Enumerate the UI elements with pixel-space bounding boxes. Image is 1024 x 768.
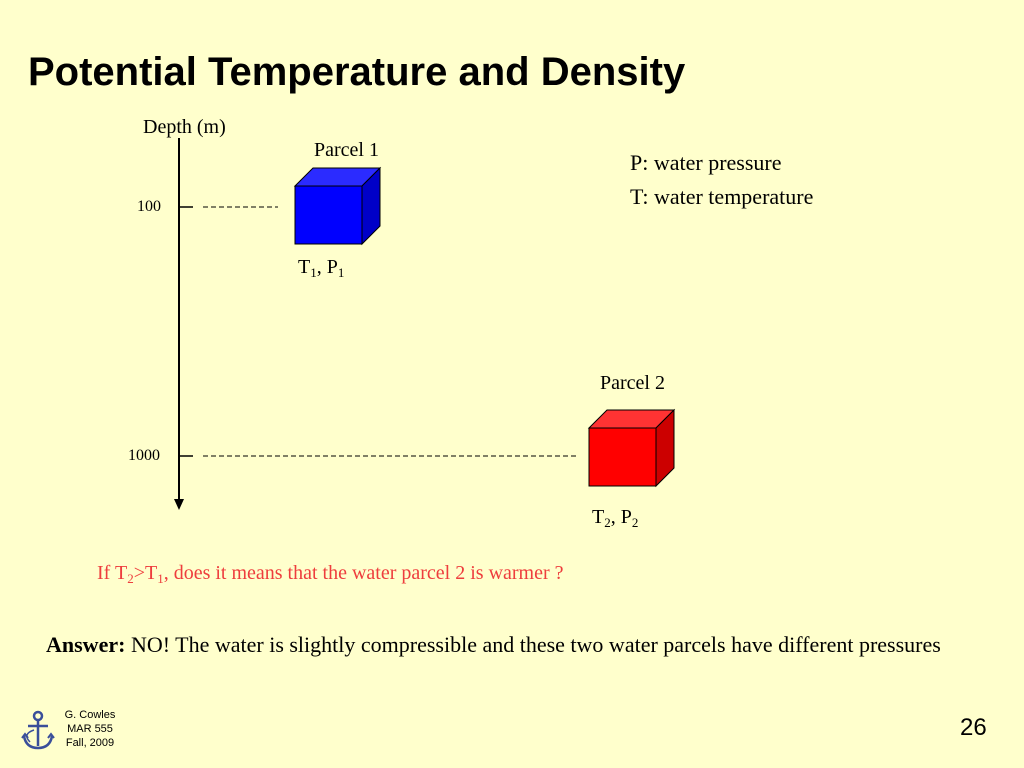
anchor-logo-icon [21, 710, 55, 750]
footer-term: Fall, 2009 [65, 737, 115, 749]
footer-course: MAR 555 [67, 723, 113, 735]
slide-title: Potential Temperature and Density [28, 50, 686, 94]
parcel-1-label: Parcel 1 [314, 139, 379, 161]
question-text: If T2>T1, does it means that the water p… [97, 562, 564, 586]
footer-credit: G. Cowles MAR 555 Fall, 2009 [60, 708, 120, 750]
parcel-2-label: Parcel 2 [600, 372, 665, 394]
depth-axis-label: Depth (m) [143, 116, 226, 138]
answer-text: Answer: NO! The water is slightly compre… [46, 628, 1006, 662]
legend-pressure: P: water pressure [630, 150, 782, 175]
footer-author: G. Cowles [64, 709, 116, 721]
parcel-1-tp-label: T1, P1 [298, 256, 345, 280]
parcel-1-cube [293, 166, 382, 246]
page-number: 26 [960, 714, 987, 741]
parcel-2-cube [587, 408, 676, 488]
tick-label-100: 100 [137, 198, 161, 215]
tick-label-1000: 1000 [128, 447, 160, 464]
legend-temperature: T: water temperature [630, 184, 814, 209]
answer-label: Answer: [46, 632, 126, 657]
parcel-2-tp-label: T2, P2 [592, 506, 639, 530]
legend: P: water pressure T: water temperature [630, 146, 813, 214]
answer-body: NO! The water is slightly compressible a… [125, 632, 941, 657]
depth-axis-arrowhead [174, 499, 184, 510]
